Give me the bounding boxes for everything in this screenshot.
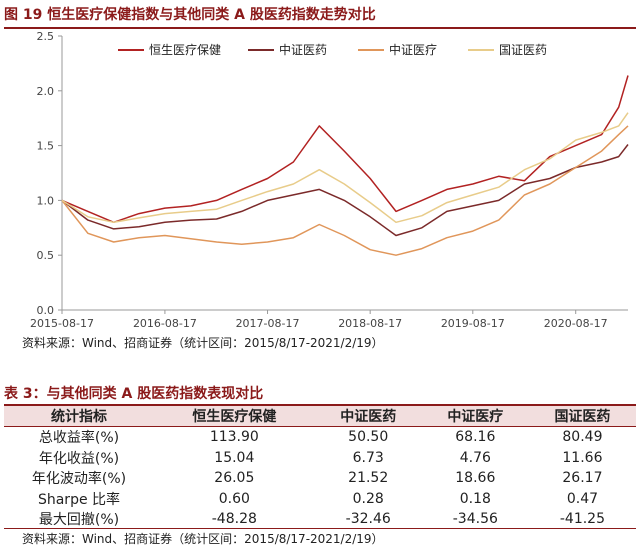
table-cell: -41.25 [559, 511, 605, 528]
line-chart: 0.0 0.5 1.0 1.5 2.0 2.5 2015-08-17 2016-08-17 20… [30, 30, 629, 330]
table-cell: 50.50 [348, 429, 389, 446]
table-cell: 0.47 [566, 490, 599, 507]
header-metric: 统计指标 [4, 406, 154, 427]
header-cni-pharma: 国证医药 [528, 406, 636, 427]
series-line-4 [61, 112, 629, 224]
table-title: 表 3：与其他同类 A 股医药指数表现对比 [4, 386, 264, 402]
x-tick-label: 2018-08-17 [338, 317, 402, 330]
stats-table: 统计指标 恒生医疗保健 中证医药 中证医疗 国证医药 总收益率(%) 113.9… [4, 406, 636, 530]
header-csi-pharma: 中证医药 [314, 406, 422, 427]
table-row: 总收益率(%) 113.90 50.50 68.16 80.49 [4, 427, 636, 448]
table-row: 年化波动率(%) 26.05 21.52 18.66 26.17 [4, 468, 636, 489]
y-tick-label: 1.5 [37, 140, 55, 153]
table-cell: 18.66 [455, 470, 496, 487]
table-cell: 26.17 [562, 470, 603, 487]
table-cell: 总收益率(%) [38, 430, 120, 447]
table-cell: -34.56 [452, 511, 498, 528]
table-cell: 0.18 [459, 490, 491, 507]
x-tick-label: 2020-08-17 [544, 317, 608, 330]
table-cell: 4.76 [459, 449, 491, 466]
table-cell: 0.28 [352, 490, 384, 507]
table-header-row: 统计指标 恒生医疗保健 中证医药 中证医疗 国证医药 [4, 406, 636, 427]
legend-label: 国证医药 [499, 43, 547, 57]
table-cell: 26.05 [214, 470, 255, 487]
figure-title: 图 19 恒生医疗保健指数与其他同类 A 股医药指数走势对比 [4, 7, 376, 23]
y-tick-label: 2.0 [37, 85, 55, 98]
legend-label: 恒生医疗保健 [149, 43, 221, 57]
x-tick-label: 2016-08-17 [133, 317, 197, 330]
y-tick-label: 2.5 [37, 30, 55, 43]
x-tick-label: 2015-08-17 [30, 317, 94, 330]
table-bottom-rule [4, 528, 636, 529]
table-source-note: 资料来源：Wind、招商证券（统计区间：2015/8/17-2021/2/19） [22, 532, 384, 546]
legend-label: 中证医疗 [389, 42, 437, 57]
table-cell: 年化波动率(%) [31, 471, 127, 488]
series-line-2 [61, 144, 629, 237]
figure-source-note: 资料来源：Wind、招商证券（统计区间：2015/8/17-2021/2/19） [22, 336, 384, 350]
table-title-rule [4, 404, 636, 406]
table-cell: 68.16 [455, 429, 496, 446]
table-cell: 113.90 [209, 429, 259, 446]
table-cell: Sharpe 比率 [37, 491, 121, 508]
figure-title-rule [4, 27, 636, 29]
table-cell: 11.66 [562, 449, 603, 466]
y-tick-label: 0.0 [37, 304, 55, 317]
table-cell: 15.04 [214, 449, 255, 466]
table-cell: 80.49 [562, 429, 603, 446]
table-cell: 0.60 [218, 490, 250, 507]
header-hs-healthcare: 恒生医疗保健 [154, 406, 315, 427]
table-row: 年化收益(%) 15.04 6.73 4.76 11.66 [4, 448, 636, 469]
table-cell: 最大回撤(%) [38, 512, 120, 529]
x-tick-label: 2019-08-17 [441, 317, 505, 330]
table-row: Sharpe 比率 0.60 0.28 0.18 0.47 [4, 489, 636, 510]
header-csi-medical: 中证医疗 [421, 406, 529, 427]
table-cell: 年化收益(%) [38, 450, 120, 467]
table-cell: 6.73 [352, 449, 384, 466]
legend-label: 中证医药 [279, 42, 327, 57]
series-line-3 [61, 125, 629, 256]
table-cell: -32.46 [345, 511, 391, 528]
y-tick-label: 1.0 [37, 194, 55, 207]
table-cell: -48.28 [211, 511, 257, 528]
y-tick-label: 0.5 [37, 249, 55, 262]
x-tick-label: 2017-08-17 [236, 317, 300, 330]
table-row: 最大回撤(%) -48.28 -32.46 -34.56 -41.25 [4, 509, 636, 530]
table-cell: 21.52 [348, 470, 389, 487]
